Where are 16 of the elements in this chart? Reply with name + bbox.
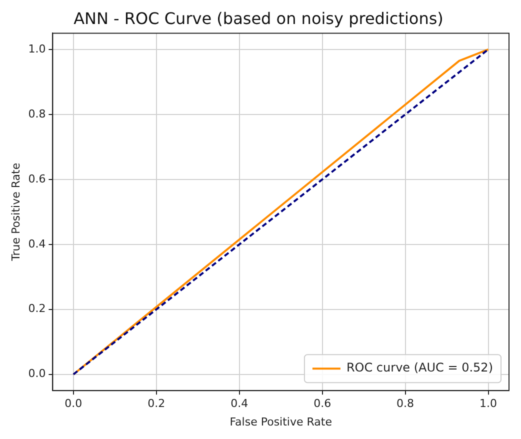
x-axis-title: False Positive Rate: [230, 415, 332, 428]
y-axis-title: True Positive Rate: [9, 162, 22, 262]
y-tick-label: 1.0: [28, 42, 46, 56]
y-tick-label: 0.8: [28, 107, 46, 120]
y-tick-label: 0.6: [28, 172, 46, 186]
x-tick-label: 0.8: [396, 397, 414, 410]
legend-label: ROC curve (AUC = 0.52): [346, 360, 494, 375]
x-tick-label: 0.4: [230, 397, 248, 410]
y-tick-label: 0.2: [28, 302, 46, 316]
x-tick-label: 0.2: [148, 397, 166, 410]
x-tick-label: 1.0: [480, 397, 498, 410]
x-tick-label: 0.6: [314, 397, 332, 410]
x-tick-label: 0.0: [64, 397, 82, 410]
y-tick-label: 0.0: [28, 367, 46, 380]
y-tick-label: 0.4: [28, 237, 46, 250]
chart-title: ANN - ROC Curve (based on noisy predictions): [74, 8, 444, 28]
